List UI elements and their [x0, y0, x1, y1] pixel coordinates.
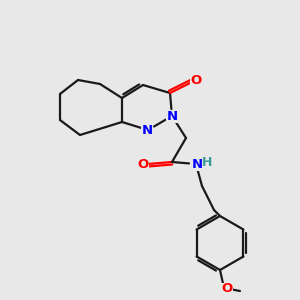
Text: N: N — [191, 158, 203, 170]
Text: H: H — [202, 157, 212, 169]
Text: O: O — [190, 74, 202, 88]
Text: O: O — [221, 283, 233, 296]
Text: O: O — [137, 158, 148, 170]
Text: N: N — [141, 124, 153, 137]
Text: N: N — [167, 110, 178, 122]
